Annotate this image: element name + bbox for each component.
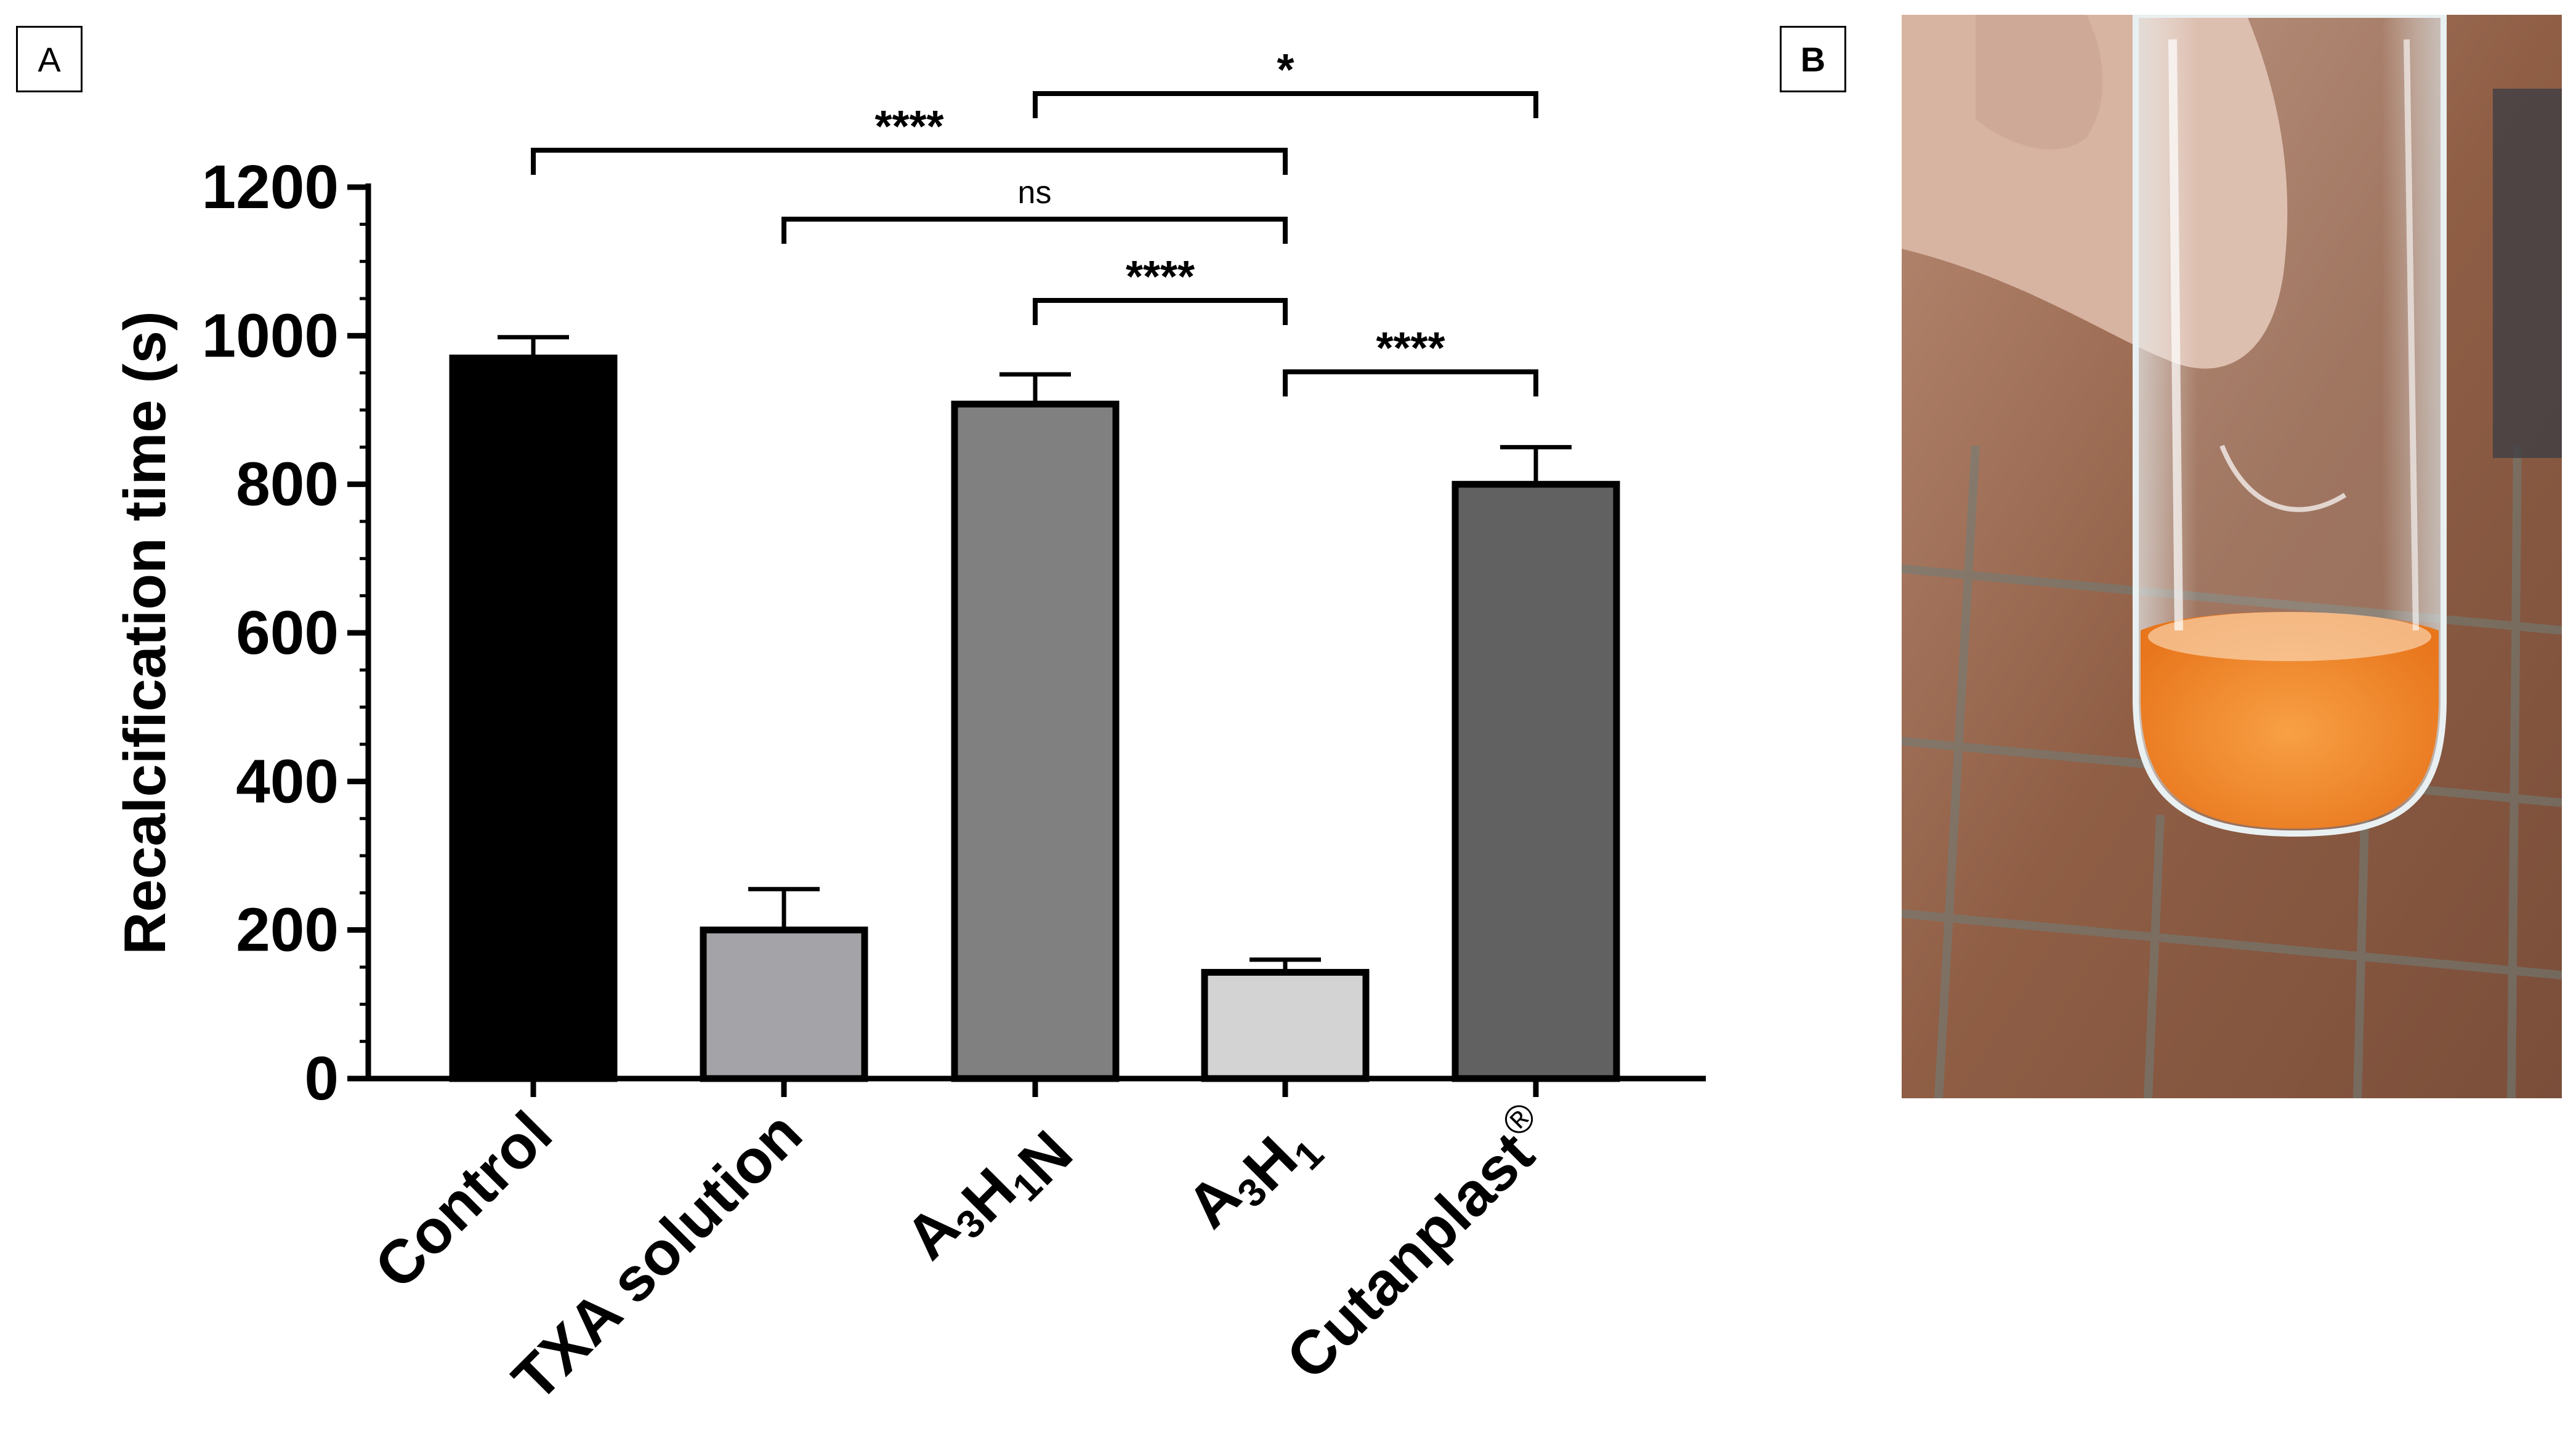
significance-label: **** [1126, 252, 1195, 302]
y-tick-label: 200 [236, 896, 339, 965]
test-tube-photo [1902, 15, 2562, 1098]
y-tick-label: 800 [236, 450, 339, 519]
background-object [2493, 89, 2562, 458]
y-axis-label: Recalcification time (s) [112, 311, 178, 955]
x-category-label: A3H1N [892, 1098, 1086, 1292]
panel-label-b: B [1780, 26, 1846, 92]
bar [700, 926, 868, 1082]
bar [1201, 968, 1370, 1082]
significance-bracket [781, 217, 1288, 244]
clot-surface [2148, 612, 2431, 661]
significance-bracket [1033, 91, 1538, 118]
y-tick-label: 1000 [202, 301, 339, 370]
significance-bracket [1033, 298, 1288, 325]
panel-label-a: A [16, 26, 83, 92]
glass-highlight-left [2168, 39, 2183, 631]
orange-clot [2141, 612, 2439, 829]
x-category-label: Control [361, 1098, 565, 1302]
gel-streak [2219, 444, 2347, 512]
recalcification-bar-chart: 0 200 400 600 800 1000 1200 Recalcification tim… [112, 46, 1706, 1414]
significance-bracket [531, 148, 1288, 175]
significance-label: * [1277, 46, 1294, 95]
glass-highlight-right [2404, 39, 2419, 631]
significance-label: ns [1018, 175, 1052, 211]
significance-bracket [1283, 369, 1538, 396]
significance-label: **** [874, 102, 943, 151]
bar [951, 400, 1120, 1082]
bar [449, 355, 618, 1082]
x-category-label: Cutanplast® [1268, 1093, 1567, 1393]
y-tick-label: 0 [304, 1044, 339, 1113]
y-tick-label: 1200 [202, 153, 339, 222]
significance-label: **** [1376, 324, 1445, 373]
y-tick-label: 600 [236, 598, 339, 667]
bar [1452, 481, 1620, 1082]
finger-shadow [1976, 15, 2103, 150]
y-tick-label: 400 [236, 747, 339, 816]
x-category-label: A3H1 [1174, 1098, 1332, 1256]
